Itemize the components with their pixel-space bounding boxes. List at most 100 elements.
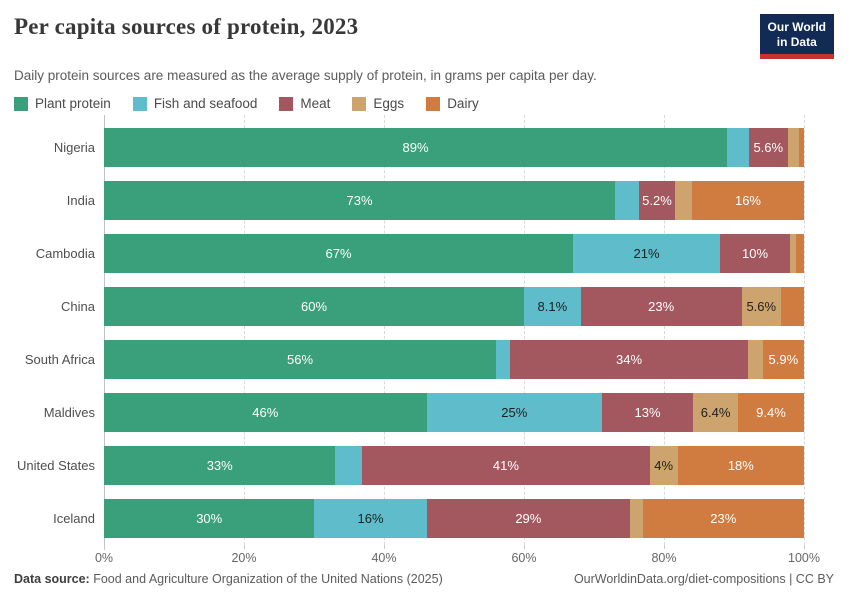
- bar-segment-dairy[interactable]: 5.9%: [762, 340, 804, 379]
- owid-logo[interactable]: Our World in Data: [759, 14, 834, 59]
- x-tick-label-0: 0%: [94, 551, 114, 565]
- legend-item-meat[interactable]: Meat: [279, 96, 330, 111]
- bar-segment-fish-and-seafood[interactable]: 25%: [426, 393, 602, 432]
- legend-item-eggs[interactable]: Eggs: [352, 96, 404, 111]
- stacked-bar: 30% 16% 29% 23%: [104, 499, 804, 538]
- bar-segment-eggs[interactable]: 5.6%: [741, 287, 781, 326]
- x-tick-label-60: 60%: [511, 551, 537, 565]
- bar-segment-plant-protein[interactable]: 30%: [104, 499, 315, 538]
- bar-row-iceland: Iceland 30% 16% 29% 23%: [53, 492, 804, 545]
- bar-segment-eggs[interactable]: 6.4%: [693, 393, 739, 432]
- stacked-bar: 56% 34% 5.9%: [104, 340, 804, 379]
- bar-segment-dairy[interactable]: 23%: [642, 499, 804, 538]
- bar-segment-plant-protein[interactable]: 33%: [104, 446, 336, 485]
- x-tick-label-80: 80%: [651, 551, 677, 565]
- bar-segment-meat[interactable]: 10%: [720, 234, 790, 273]
- segment-value-label: 5.6%: [753, 140, 784, 155]
- stacked-bar-chart: Nigeria 89% 5.6% India 73% 5.2% 16% Cambodia 67%…: [14, 115, 834, 569]
- bar-segment-dairy[interactable]: [780, 287, 804, 326]
- segment-value-label: 9.4%: [756, 405, 786, 420]
- bar-segment-eggs[interactable]: [675, 181, 692, 220]
- legend-swatch-icon: [132, 96, 147, 111]
- x-tick-label-20: 20%: [231, 551, 257, 565]
- bar-segment-plant-protein[interactable]: 56%: [104, 340, 496, 379]
- bar-row-china: China 60% 8.1% 23% 5.6%: [61, 280, 804, 333]
- legend-label: Eggs: [373, 96, 405, 111]
- gridline-60: [524, 115, 525, 545]
- segment-value-label: 67%: [325, 246, 352, 261]
- page-title: Per capita sources of protein, 2023: [14, 14, 359, 39]
- stacked-bar: 33% 41% 4% 18%: [104, 446, 804, 485]
- segment-value-label: 4%: [654, 458, 674, 473]
- bar-segment-plant-protein[interactable]: 73%: [104, 181, 615, 220]
- x-tick-mark-100: [804, 545, 805, 549]
- chart-subtitle: Daily protein sources are measured as th…: [14, 68, 597, 83]
- header: Per capita sources of protein, 2023 Our …: [14, 14, 834, 59]
- x-tick-mark-0: [104, 545, 105, 549]
- legend-label: Plant protein: [35, 96, 111, 111]
- bar-segment-eggs[interactable]: [748, 340, 763, 379]
- bar-segment-plant-protein[interactable]: 67%: [104, 234, 573, 273]
- bar-segment-dairy[interactable]: 18%: [677, 446, 804, 485]
- bar-segment-meat[interactable]: 13%: [601, 393, 694, 432]
- bar-segment-dairy[interactable]: [795, 234, 804, 273]
- bar-row-maldives: Maldives 46% 25% 13% 6.4% 9.4%: [44, 386, 804, 439]
- segment-value-label: 16%: [734, 193, 761, 208]
- category-label: South Africa: [24, 352, 95, 367]
- footer-datasource: Data source: Food and Agriculture Organi…: [14, 572, 443, 586]
- bar-segment-plant-protein[interactable]: 60%: [104, 287, 524, 326]
- category-label: Iceland: [53, 511, 95, 526]
- bar-segment-eggs[interactable]: [787, 128, 800, 167]
- segment-value-label: 29%: [515, 511, 542, 526]
- bar-segment-fish-and-seafood[interactable]: 16%: [314, 499, 427, 538]
- bar-segment-meat[interactable]: 41%: [362, 446, 650, 485]
- bar-segment-eggs[interactable]: [790, 234, 796, 273]
- category-label: China: [61, 299, 95, 314]
- x-tick-mark-40: [384, 545, 385, 549]
- segment-value-label: 6.4%: [700, 405, 731, 420]
- x-tick-mark-80: [664, 545, 665, 549]
- bar-segment-eggs[interactable]: [630, 499, 643, 538]
- bar-segment-dairy[interactable]: [799, 128, 804, 167]
- x-tick-label-40: 40%: [371, 551, 397, 565]
- segment-value-label: 41%: [492, 458, 519, 473]
- segment-value-label: 73%: [346, 193, 373, 208]
- segment-value-label: 18%: [727, 458, 754, 473]
- bar-segment-fish-and-seafood[interactable]: 8.1%: [524, 287, 581, 326]
- bar-row-cambodia: Cambodia 67% 21% 10%: [36, 227, 804, 280]
- category-label: Maldives: [43, 405, 95, 420]
- bar-segment-fish-and-seafood[interactable]: [335, 446, 363, 485]
- segment-value-label: 34%: [615, 352, 643, 367]
- legend-swatch-icon: [14, 96, 28, 111]
- bar-segment-fish-and-seafood[interactable]: [727, 128, 749, 167]
- legend-item-plant-protein[interactable]: Plant protein: [14, 96, 111, 111]
- bar-segment-meat[interactable]: 29%: [426, 499, 631, 538]
- bar-segment-plant-protein[interactable]: 89%: [104, 128, 727, 167]
- legend-item-fish-and-seafood[interactable]: Fish and seafood: [132, 96, 257, 111]
- legend-item-dairy[interactable]: Dairy: [426, 96, 479, 111]
- bar-segment-eggs[interactable]: 4%: [649, 446, 678, 485]
- chart-container: Per capita sources of protein, 2023 Our …: [14, 14, 834, 569]
- bar-segment-plant-protein[interactable]: 46%: [104, 393, 427, 432]
- gridline-20: [244, 115, 245, 545]
- footer-link[interactable]: OurWorldinData.org/diet-compositions | C…: [573, 572, 834, 586]
- x-tick-label-100: 100%: [788, 551, 820, 565]
- owid-logo-line1: Our World: [767, 20, 826, 34]
- bar-segment-meat[interactable]: 34%: [510, 340, 748, 379]
- bar-segment-meat[interactable]: 5.6%: [748, 128, 788, 167]
- axis-line-zero: [104, 115, 105, 550]
- bar-segment-dairy[interactable]: 16%: [691, 181, 804, 220]
- bar-segment-dairy[interactable]: 9.4%: [738, 393, 804, 432]
- bar-segment-meat[interactable]: 5.2%: [638, 181, 676, 220]
- bar-segment-meat[interactable]: 23%: [580, 287, 742, 326]
- legend-swatch-icon: [279, 96, 294, 111]
- bar-segment-fish-and-seafood[interactable]: [615, 181, 639, 220]
- segment-value-label: 30%: [196, 511, 223, 526]
- bar-segment-fish-and-seafood[interactable]: 21%: [573, 234, 720, 273]
- stacked-bar: 89% 5.6%: [104, 128, 804, 167]
- category-label: Cambodia: [35, 246, 95, 261]
- footer-datasource-label: Data source:: [14, 572, 90, 586]
- legend-label: Meat: [300, 96, 331, 111]
- category-label: United States: [16, 458, 95, 473]
- bar-segment-fish-and-seafood[interactable]: [496, 340, 510, 379]
